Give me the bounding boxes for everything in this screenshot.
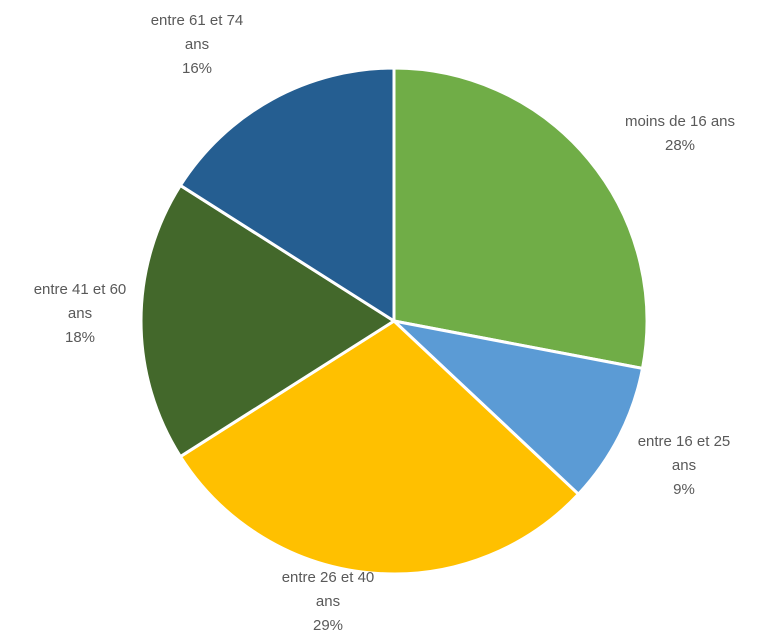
pie-slice-4 (139, 183, 396, 459)
slice-category: entre 26 et 40 (282, 569, 375, 586)
slice-category: entre 61 et 74 (151, 12, 244, 29)
pie-labels: moins de 16 ans 28%entre 16 et 25 ans 9%ent… (34, 12, 735, 631)
slice-category: entre 16 et 25 (638, 433, 731, 450)
slice-label-2: entre 16 et 25 ans 9% (638, 433, 731, 498)
slice-percent: 18% (65, 329, 95, 346)
slice-category: ans (672, 457, 696, 474)
slice-category: ans (68, 305, 92, 322)
pie-slice-1 (392, 66, 649, 370)
pie-slice-2 (392, 319, 645, 496)
slice-category: ans (316, 593, 340, 610)
slice-percent: 28% (665, 137, 695, 154)
pie-slice-5 (178, 66, 396, 323)
slice-percent: 16% (182, 60, 212, 77)
slice-label-3: entre 26 et 40 ans 29% (282, 569, 375, 631)
slice-category: moins de 16 ans (625, 113, 735, 130)
pie-slice-3 (178, 319, 580, 576)
slice-percent: 9% (673, 481, 695, 498)
slice-label-5: entre 61 et 74 ans 16% (151, 12, 244, 77)
slice-percent: 29% (313, 617, 343, 631)
slice-label-4: entre 41 et 60 ans 18% (34, 281, 127, 346)
pie-slices (139, 66, 649, 576)
slice-label-1: moins de 16 ans 28% (625, 113, 735, 154)
slice-category: entre 41 et 60 (34, 281, 127, 298)
slice-category: ans (185, 36, 209, 53)
